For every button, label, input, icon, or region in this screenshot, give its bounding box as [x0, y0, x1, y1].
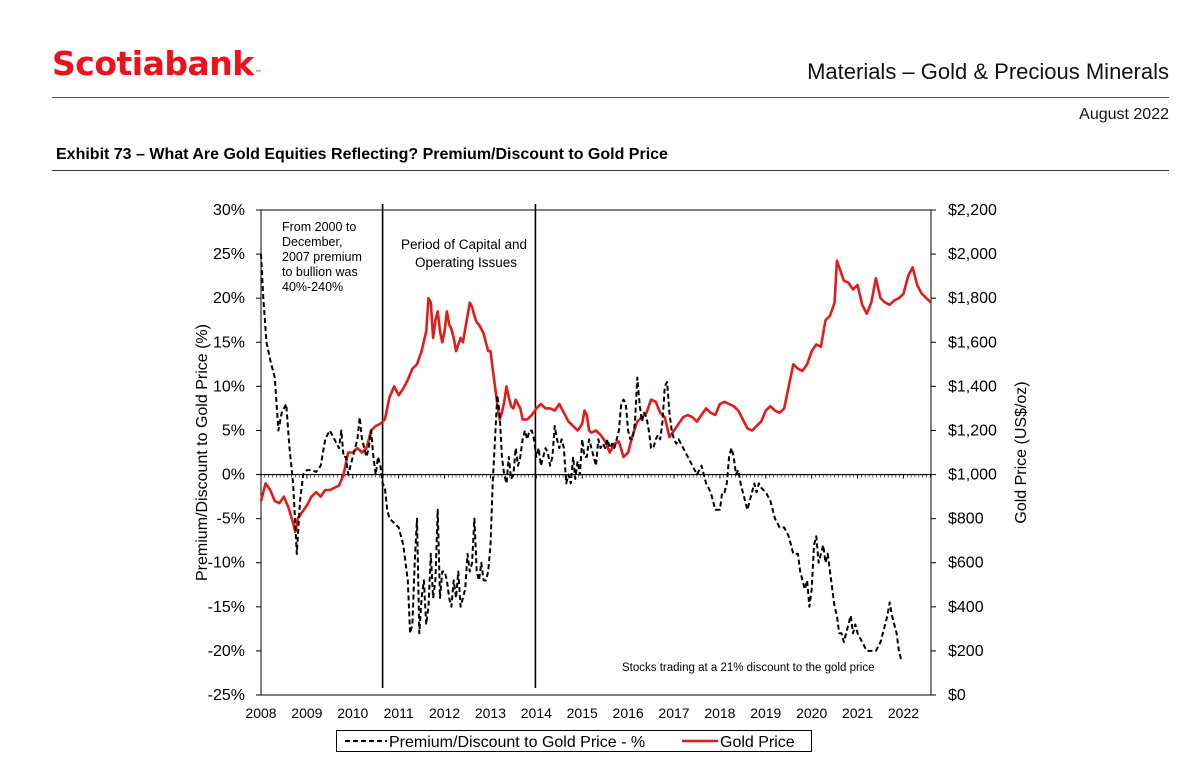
- annotation-capital-issues-line: Operating Issues: [415, 255, 517, 270]
- report-date: August 2022: [1079, 106, 1169, 123]
- x-axis-tick-label: 2010: [337, 705, 368, 721]
- annotation-pre-2008-premium-line: From 2000 to: [282, 220, 356, 234]
- left-axis-tick-label: 30%: [213, 202, 245, 219]
- x-axis-tick-label: 2013: [475, 705, 506, 721]
- x-axis-tick-label: 2015: [567, 705, 598, 721]
- x-axis-tick-label: 2008: [245, 705, 276, 721]
- exhibit-divider: [52, 170, 1169, 171]
- right-axis-tick-label: $1,800: [948, 290, 997, 307]
- right-axis-tick-label: $1,200: [948, 422, 997, 439]
- annotation-pre-2008-premium-line: 40%-240%: [282, 280, 343, 294]
- legend-gold-label: Gold Price: [720, 734, 795, 751]
- left-axis-tick-label: -15%: [208, 599, 245, 616]
- x-axis-tick-label: 2009: [291, 705, 322, 721]
- x-axis-tick-label: 2021: [842, 705, 873, 721]
- right-axis-title: Gold Price (US$/oz): [1013, 381, 1030, 523]
- left-axis-tick-label: 15%: [213, 334, 245, 351]
- x-axis-tick-label: 2011: [384, 705, 414, 721]
- left-axis-tick-label: -10%: [208, 555, 245, 572]
- annotation-pre-2008-premium-line: 2007 premium: [282, 250, 362, 264]
- annotation-capital-issues-line: Period of Capital and: [401, 237, 527, 252]
- x-axis-tick-label: 2017: [658, 705, 689, 721]
- legend-premium-label: Premium/Discount to Gold Price - %: [389, 734, 645, 751]
- x-axis-tick-label: 2012: [429, 705, 460, 721]
- exhibit-title: Exhibit 73 – What Are Gold Equities Refl…: [56, 146, 668, 163]
- premium-discount-line: [260, 254, 903, 660]
- chart-legend: Premium/Discount to Gold Price - % Gold P…: [336, 730, 812, 752]
- x-axis-tick-label: 2020: [796, 705, 827, 721]
- left-axis-title: Premium/Discount to Gold Price (%): [194, 324, 211, 581]
- left-axis-tick-label: 25%: [213, 246, 245, 263]
- right-axis-tick-label: $2,000: [948, 246, 997, 263]
- gold-price-line: [259, 259, 932, 534]
- left-axis-tick-label: -5%: [217, 511, 245, 528]
- left-axis-tick-label: -25%: [208, 687, 245, 704]
- right-axis-tick-label: $800: [948, 511, 984, 528]
- x-axis-tick-label: 2016: [613, 705, 644, 721]
- section-title: Materials – Gold & Precious Minerals: [807, 59, 1169, 84]
- right-axis-tick-label: $200: [948, 643, 984, 660]
- x-axis-tick-label: 2022: [888, 705, 919, 721]
- right-axis-tick-label: $600: [948, 555, 984, 572]
- x-axis-tick-label: 2014: [521, 705, 552, 721]
- x-axis-tick-label: 2018: [704, 705, 735, 721]
- right-axis-tick-label: $1,000: [948, 467, 997, 484]
- right-axis-tick-label: $0: [948, 687, 966, 704]
- right-axis-tick-label: $1,600: [948, 334, 997, 351]
- header-divider: [52, 97, 1169, 98]
- right-axis-tick-label: $1,400: [948, 378, 997, 395]
- annotation-pre-2008-premium-line: December,: [282, 235, 342, 249]
- left-axis-tick-label: -20%: [208, 643, 245, 660]
- left-axis-tick-label: 5%: [222, 422, 245, 439]
- annotation-pre-2008-premium-line: to bullion was: [282, 265, 358, 279]
- plot-area-frame: [260, 209, 932, 696]
- scotiabank-logo: Scotiabank™: [52, 44, 262, 83]
- x-axis-tick-label: 2019: [750, 705, 781, 721]
- annotation-current-discount: Stocks trading at a 21% discount to the …: [622, 662, 875, 674]
- right-axis-tick-label: $400: [948, 599, 984, 616]
- left-axis-tick-label: 10%: [213, 378, 245, 395]
- left-axis-tick-label: 0%: [222, 467, 245, 484]
- right-axis-tick-label: $2,200: [948, 202, 997, 219]
- left-axis-tick-label: 20%: [213, 290, 245, 307]
- brand-name: Scotiabank: [52, 44, 254, 83]
- brand-trademark: ™: [254, 69, 262, 77]
